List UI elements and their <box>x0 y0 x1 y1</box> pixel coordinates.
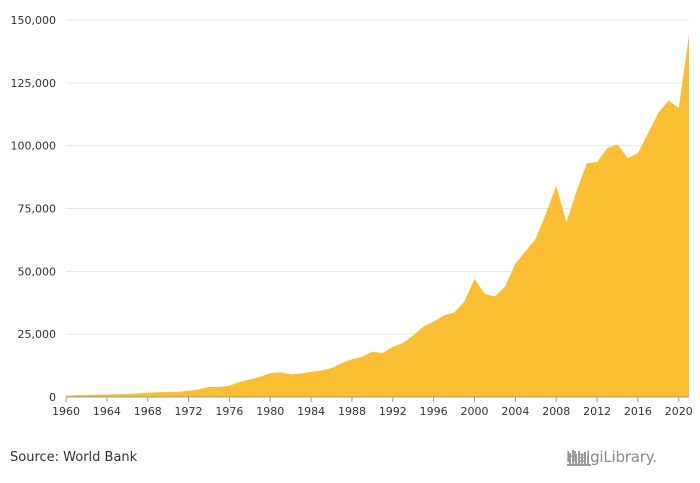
helgilibrary-logo: HelgiLibrary. <box>566 448 657 466</box>
y-tick-label: 150,000 <box>11 14 57 27</box>
y-tick-label: 0 <box>49 391 56 404</box>
x-tick-label: 1964 <box>93 405 121 418</box>
x-tick-label: 1976 <box>215 405 243 418</box>
x-tick-label: 2008 <box>542 405 570 418</box>
y-tick-label: 100,000 <box>11 140 57 153</box>
x-tick-label: 2012 <box>583 405 611 418</box>
x-tick-label: 2020 <box>665 405 693 418</box>
x-tick-label: 2016 <box>624 405 652 418</box>
x-tick-label: 2004 <box>501 405 529 418</box>
series-area <box>66 35 689 397</box>
axes <box>65 396 689 402</box>
y-tick-labels: 0 25,000 50,000 75,000 100,000 125,000 150,000 <box>11 14 57 404</box>
x-tick-label: 1996 <box>420 405 448 418</box>
y-tick-label: 50,000 <box>18 265 57 278</box>
y-tick-label: 75,000 <box>18 203 57 216</box>
y-tick-label: 125,000 <box>11 77 57 90</box>
x-tick-label: 2000 <box>461 405 489 418</box>
x-tick-label: 1988 <box>338 405 366 418</box>
x-tick-label: 1960 <box>52 405 80 418</box>
source-note: Source: World Bank <box>10 450 138 465</box>
x-tick-label: 1968 <box>134 405 162 418</box>
library-logo-icon <box>567 450 591 466</box>
y-tick-label: 25,000 <box>18 328 57 341</box>
x-tick-label: 1980 <box>256 405 284 418</box>
x-tick-label: 1984 <box>297 405 325 418</box>
x-tick-label: 1972 <box>175 405 203 418</box>
x-tick-label: 1992 <box>379 405 407 418</box>
series-area-path <box>66 35 689 397</box>
x-tick-labels: 1960 1964 1968 1972 1976 1980 1984 1988 1992 1996… <box>52 405 693 418</box>
